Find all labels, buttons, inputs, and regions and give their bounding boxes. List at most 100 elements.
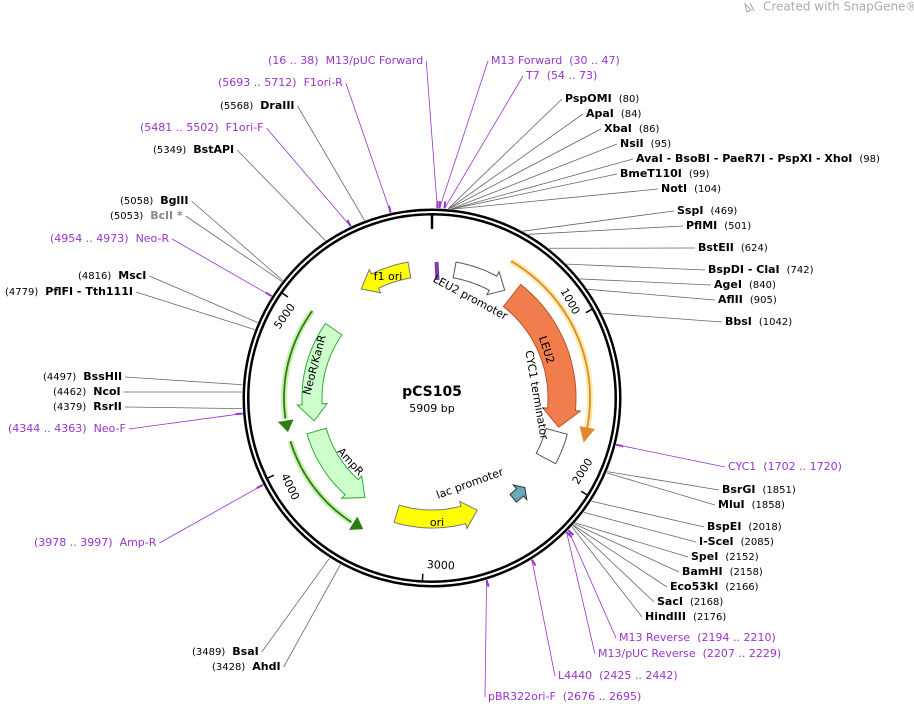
tick-label: 2000	[570, 456, 596, 487]
leader-line	[125, 376, 243, 386]
primer-range: (2676 .. 2695)	[563, 690, 642, 703]
enzyme-site: (905)	[750, 295, 777, 306]
feature-arrow	[502, 283, 582, 428]
primer-mark	[346, 219, 352, 227]
leader-line	[602, 312, 723, 323]
enzyme-name: PspOMI	[565, 92, 612, 105]
enzyme-name: SspI	[677, 204, 703, 217]
enzyme-name: BsaI	[232, 645, 258, 658]
leader-line	[484, 579, 487, 698]
leader-line	[185, 215, 283, 282]
feature-label: f1 ori	[374, 270, 403, 283]
enzyme-site: (3489)	[192, 647, 225, 658]
leader-line	[572, 525, 655, 603]
primer-name: L4440	[558, 669, 592, 682]
enzyme-name: BstAPI	[193, 143, 234, 156]
leader-line	[297, 105, 365, 221]
leader-line	[451, 143, 618, 210]
primer-range: (2194 .. 2210)	[697, 631, 776, 644]
enzyme-site: (5349)	[153, 145, 186, 156]
leader-line	[439, 60, 489, 209]
enzyme-name: I-SceI	[699, 535, 734, 548]
enzyme-name: NsiI	[620, 137, 644, 150]
enzyme-name: RsrII	[93, 400, 122, 413]
enzyme-name: AhdI	[252, 660, 280, 673]
enzyme-name: AvaI - BsoBI - PaeR7I - PspXI - XhoI	[636, 152, 852, 165]
leader-line	[616, 444, 726, 468]
enzyme-name: BspEI	[707, 520, 741, 533]
enzyme-site: (2152)	[725, 552, 758, 563]
enzyme-site: (2085)	[741, 537, 774, 548]
leader-line	[583, 511, 697, 543]
leader-line	[452, 188, 659, 210]
enzyme-name: BstEII	[698, 241, 734, 254]
enzyme-site: (2176)	[693, 612, 726, 623]
primer-name: T7	[525, 69, 540, 82]
leader-line	[451, 173, 618, 210]
enzyme-name: ApaI	[586, 107, 614, 120]
primer-mark	[256, 483, 264, 489]
enzyme-name: PflMI	[686, 219, 717, 232]
primer-name: Neo-R	[136, 232, 170, 245]
tick-mark	[267, 474, 275, 479]
watermark: Created with SnapGene®	[763, 0, 914, 14]
enzyme-name: XbaI	[604, 122, 632, 135]
enzyme-site: (104)	[694, 184, 721, 195]
enzyme-name: BclI *	[150, 209, 183, 222]
leader-line	[191, 200, 283, 281]
leader-line	[607, 471, 720, 491]
enzyme-name: HindIII	[645, 610, 686, 623]
primer-range: (1702 .. 1720)	[763, 460, 842, 473]
enzyme-site: (5058)	[120, 196, 153, 207]
primer-range: (4954 .. 4973)	[50, 232, 129, 245]
primer-name: M13/pUC Reverse	[598, 647, 696, 660]
enzyme-site: (1042)	[759, 317, 792, 328]
enzyme-site: (3428)	[212, 662, 245, 673]
leader-line	[587, 288, 716, 301]
tick-mark	[585, 308, 593, 314]
feature-label: ori	[430, 516, 444, 529]
leader-line	[572, 524, 668, 588]
feature-arrow	[277, 419, 294, 433]
enzyme-site: (86)	[639, 124, 660, 135]
enzyme-site: (4497)	[43, 372, 76, 383]
primer-name: M13 Reverse	[619, 631, 690, 644]
feature-arrow	[393, 500, 478, 530]
primer-name: M13/pUC Forward	[326, 54, 424, 67]
leader-line	[171, 238, 272, 297]
tick-mark	[580, 490, 588, 496]
primer-range: (2425 .. 2442)	[599, 669, 678, 682]
enzyme-name: BsrGI	[722, 483, 755, 496]
primer-name: CYC1	[728, 460, 756, 473]
enzyme-name: PflFI - Tth111I	[45, 285, 133, 298]
plasmid-name: pCS105	[402, 384, 462, 400]
primer-mark	[485, 579, 490, 587]
enzyme-name: SacI	[657, 595, 683, 608]
feature-arrow	[579, 426, 595, 443]
leader-line	[591, 500, 705, 528]
primer-mark	[565, 531, 573, 538]
leader-line	[135, 291, 255, 330]
leader-line	[447, 98, 563, 209]
watermark-icon	[744, 2, 755, 13]
leader-line	[568, 530, 617, 639]
leader-line	[425, 60, 438, 209]
enzyme-name: Eco53kI	[670, 580, 718, 593]
primer-name: Amp-R	[120, 536, 157, 549]
leader-line	[283, 564, 341, 668]
tick-label: 4000	[278, 471, 302, 502]
enzyme-site: (624)	[741, 243, 768, 254]
primer-range: (5693 .. 5712)	[218, 76, 297, 89]
feature-arrow	[348, 516, 364, 530]
enzyme-name: BamHI	[682, 565, 723, 578]
primer-range: (54 .. 73)	[547, 69, 598, 82]
leader-line	[522, 210, 675, 232]
primer-mark	[265, 291, 273, 298]
leader-line	[566, 532, 596, 655]
feature-label: lac promoter	[435, 465, 506, 501]
enzyme-site: (99)	[689, 169, 710, 180]
feature-arrow	[452, 261, 506, 296]
enzyme-site: (4816)	[78, 271, 111, 282]
feature-arrow	[360, 261, 412, 294]
